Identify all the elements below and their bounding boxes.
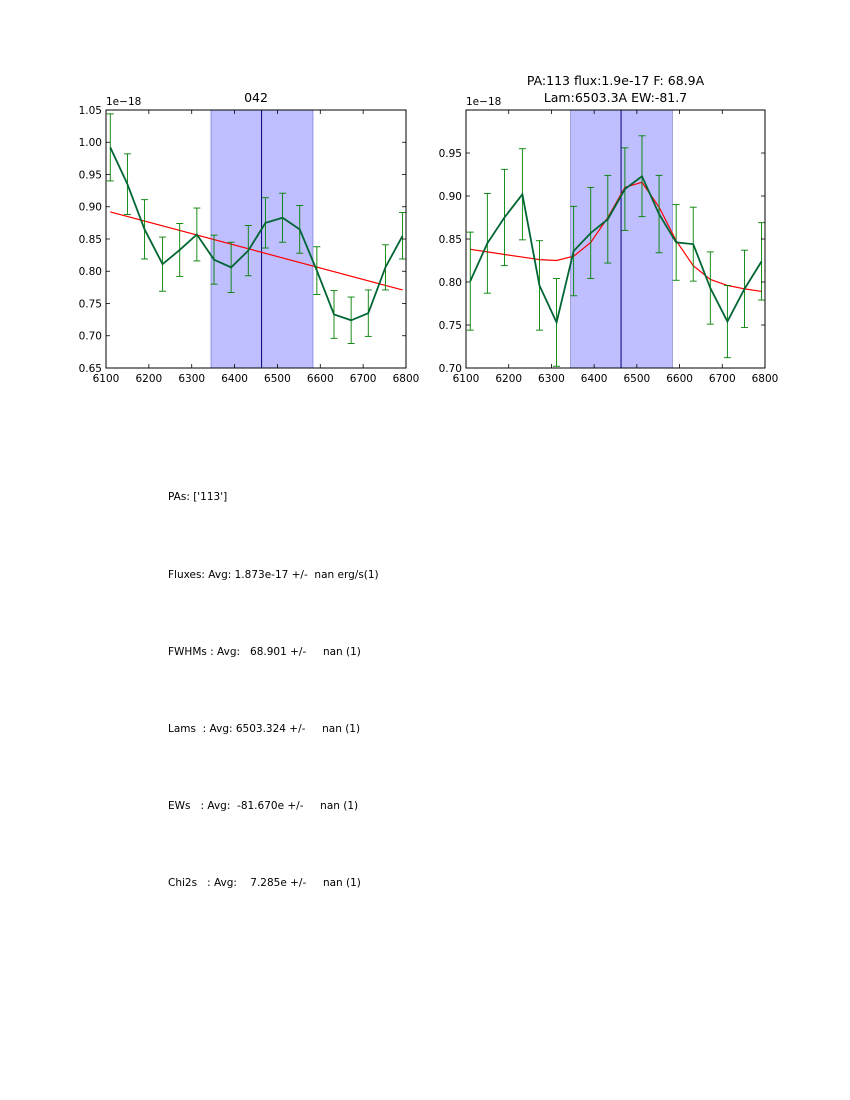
x-tick-label: 6400 <box>221 373 248 385</box>
x-tick-label: 6200 <box>495 373 522 385</box>
y-tick-label: 0.95 <box>79 169 102 181</box>
y-tick-label: 0.80 <box>79 266 102 278</box>
stats-fwhms: FWHMs : Avg: 68.901 +/- nan (1) <box>168 645 361 658</box>
x-tick-label: 6100 <box>453 373 480 385</box>
chart-title: 042 <box>244 90 268 105</box>
y-tick-label: 0.85 <box>439 234 462 246</box>
x-tick-label: 6200 <box>135 373 162 385</box>
y-offset-label: 1e−18 <box>106 96 141 108</box>
x-tick-label: 6800 <box>752 373 779 385</box>
stats-block: PAs: ['113'] Fluxes: Avg: 1.873e-17 +/- … <box>168 434 379 922</box>
data-line <box>109 147 404 322</box>
fit-line <box>110 211 403 291</box>
x-tick-label: 6600 <box>666 373 693 385</box>
y-tick-label: 0.90 <box>79 202 102 214</box>
chart-title: PA:113 flux:1.9e-17 F: 68.9A <box>527 73 705 88</box>
y-tick-label: 0.80 <box>439 277 462 289</box>
y-tick-label: 1.05 <box>79 105 102 117</box>
stats-fluxes: Fluxes: Avg: 1.873e-17 +/- nan erg/s(1) <box>168 568 379 581</box>
y-tick-label: 1.00 <box>79 137 102 149</box>
y-tick-label: 0.75 <box>439 320 462 332</box>
x-tick-label: 6500 <box>264 373 291 385</box>
stats-lams: Lams : Avg: 6503.324 +/- nan (1) <box>168 722 361 735</box>
y-tick-label: 0.85 <box>79 234 102 246</box>
y-offset-label: 1e−18 <box>466 96 501 108</box>
y-tick-label: 0.70 <box>79 331 102 343</box>
stats-chi2s: Chi2s : Avg: 7.285e +/- nan (1) <box>168 876 361 889</box>
x-tick-label: 6300 <box>538 373 565 385</box>
stats-pas: PAs: ['113'] <box>168 491 228 504</box>
x-tick-label: 6700 <box>709 373 736 385</box>
x-tick-label: 6700 <box>350 373 377 385</box>
y-tick-label: 0.65 <box>79 363 102 375</box>
x-tick-label: 6500 <box>623 373 650 385</box>
x-tick-label: 6300 <box>178 373 205 385</box>
y-tick-label: 0.90 <box>439 191 462 203</box>
x-tick-label: 6400 <box>581 373 608 385</box>
x-tick-label: 6600 <box>307 373 334 385</box>
stats-ews: EWs : Avg: -81.670e +/- nan (1) <box>168 799 359 812</box>
data-line <box>469 174 763 326</box>
y-tick-label: 0.70 <box>439 363 462 375</box>
left-plot: 6100 6200 6300 6400 6500 6600 6700 6800 0.65 0.70… <box>79 90 420 385</box>
y-tick-label: 0.75 <box>79 298 102 310</box>
x-tick-label: 6100 <box>93 373 120 385</box>
y-tick-label: 0.95 <box>439 148 462 160</box>
x-tick-label: 6800 <box>393 373 420 385</box>
right-plot: 6100 6200 6300 6400 6500 6600 6700 6800 0.70 0.75… <box>439 73 779 385</box>
chart-title-line2: Lam:6503.3A EW:-81.7 <box>544 90 687 105</box>
